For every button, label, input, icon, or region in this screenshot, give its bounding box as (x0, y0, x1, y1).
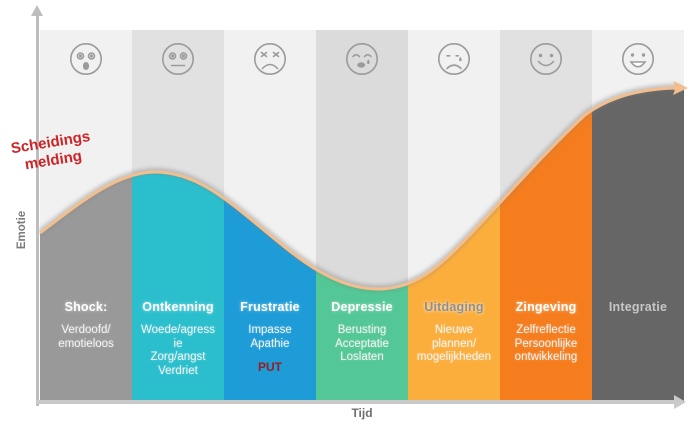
stage-detail-line: Apathie (250, 337, 290, 350)
stage-text-block: Depressie Berusting Acceptatie Loslaten (317, 300, 407, 365)
stage-detail-line: Zorg/angst (150, 351, 206, 363)
stage-text-block: Ontkenning Woede/agress ie Zorg/angst Verdri… (133, 300, 223, 378)
stage-name: Zingeving (515, 300, 577, 314)
stage-column-zingeving: Zingeving Zelfreflectie Persoonlijke ontwik… (500, 30, 592, 402)
stage-detail-line: Zelfreflectie (516, 324, 576, 336)
stage-detail-line: plannen/ (431, 337, 477, 350)
stage-detail-line: ontwikkeling (514, 351, 578, 363)
stage-name: Ontkenning (142, 300, 214, 314)
smiling-face-icon (529, 42, 563, 76)
stage-column-uitdaging: Uitdaging Nieuwe plannen/mogelijkheden (408, 30, 500, 402)
stage-detail-line: mogelijkheden (416, 351, 492, 363)
stage-detail-line: Nieuwe (434, 324, 474, 336)
sad-tear-face-icon (437, 42, 471, 76)
y-axis-label: Emotie (16, 210, 28, 250)
stage-column-shock: Shock: Verdoofd/emotieloos (40, 30, 132, 402)
stage-detail-line: Persoonlijke (514, 337, 578, 350)
y-axis-line (36, 14, 39, 406)
stage-detail-line: Impasse (248, 324, 292, 336)
stage-detail-line: Acceptatie (335, 337, 389, 350)
stage-text-block: Frustratie Impasse Apathie PUT (225, 300, 315, 374)
shocked-face-icon (69, 42, 103, 76)
stage-name: Depressie (331, 300, 393, 314)
stage-name: Shock: (64, 300, 108, 314)
stage-column-frustratie: Frustratie Impasse Apathie PUT (224, 30, 316, 402)
stage-column-ontkenning: Ontkenning Woede/agress ie Zorg/angst Verdri… (132, 30, 224, 402)
y-axis-arrow-icon (31, 5, 43, 16)
stage-detail-line: Verdriet (158, 364, 198, 377)
grinning-face-icon (621, 42, 655, 76)
stage-detail-line: ie (173, 337, 183, 350)
x-axis-line (36, 400, 676, 404)
stage-detail-line: Verdoofd/ (61, 324, 111, 336)
stage-footnote: PUT (258, 360, 282, 374)
stage-text-block: Zingeving Zelfreflectie Persoonlijke ontwik… (501, 300, 591, 365)
stage-name: Frustratie (240, 300, 300, 314)
stage-column-integratie: Integratie (592, 30, 684, 402)
crying-face-icon (345, 42, 379, 76)
stage-column-depressie: Depressie Berusting Acceptatie Loslaten (316, 30, 408, 402)
stage-name: Uitdaging (424, 300, 484, 314)
x-axis-label: Tijd (351, 406, 373, 420)
angry-face-icon (253, 42, 287, 76)
stage-detail-line: Loslaten (340, 351, 384, 363)
stage-text-block: Shock: Verdoofd/emotieloos (41, 300, 131, 351)
stage-detail-line: Berusting (337, 324, 387, 336)
stage-name: Integratie (608, 300, 668, 314)
stage-detail-line: Woede/agress (141, 324, 215, 336)
stage-detail-line: emotieloos (58, 337, 114, 350)
stage-text-block: Uitdaging Nieuwe plannen/mogelijkheden (409, 300, 499, 365)
neutral-face-icon (161, 42, 195, 76)
stage-text-block: Integratie (593, 300, 683, 324)
